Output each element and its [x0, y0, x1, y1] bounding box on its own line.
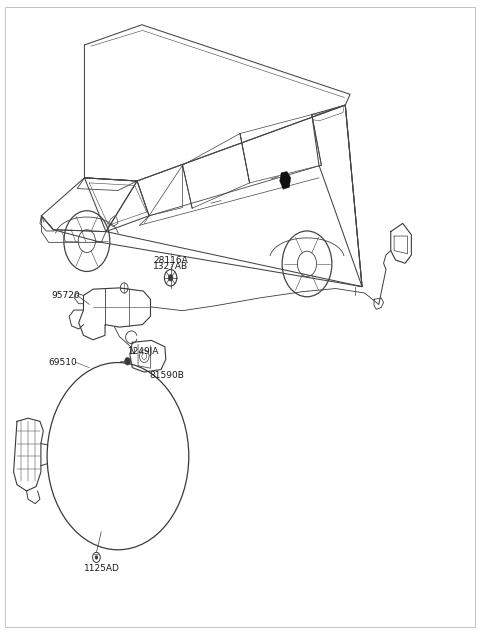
- Text: 69510: 69510: [48, 358, 77, 367]
- Circle shape: [125, 358, 131, 365]
- Text: 81590B: 81590B: [149, 371, 184, 380]
- Text: 1249JA: 1249JA: [128, 347, 159, 356]
- Circle shape: [95, 555, 98, 559]
- Polygon shape: [280, 172, 291, 189]
- Text: 1327AB: 1327AB: [153, 262, 188, 271]
- Text: 28116A: 28116A: [153, 256, 188, 264]
- Text: 1125AD: 1125AD: [84, 564, 120, 573]
- Text: 95720: 95720: [51, 291, 80, 300]
- Circle shape: [168, 275, 173, 281]
